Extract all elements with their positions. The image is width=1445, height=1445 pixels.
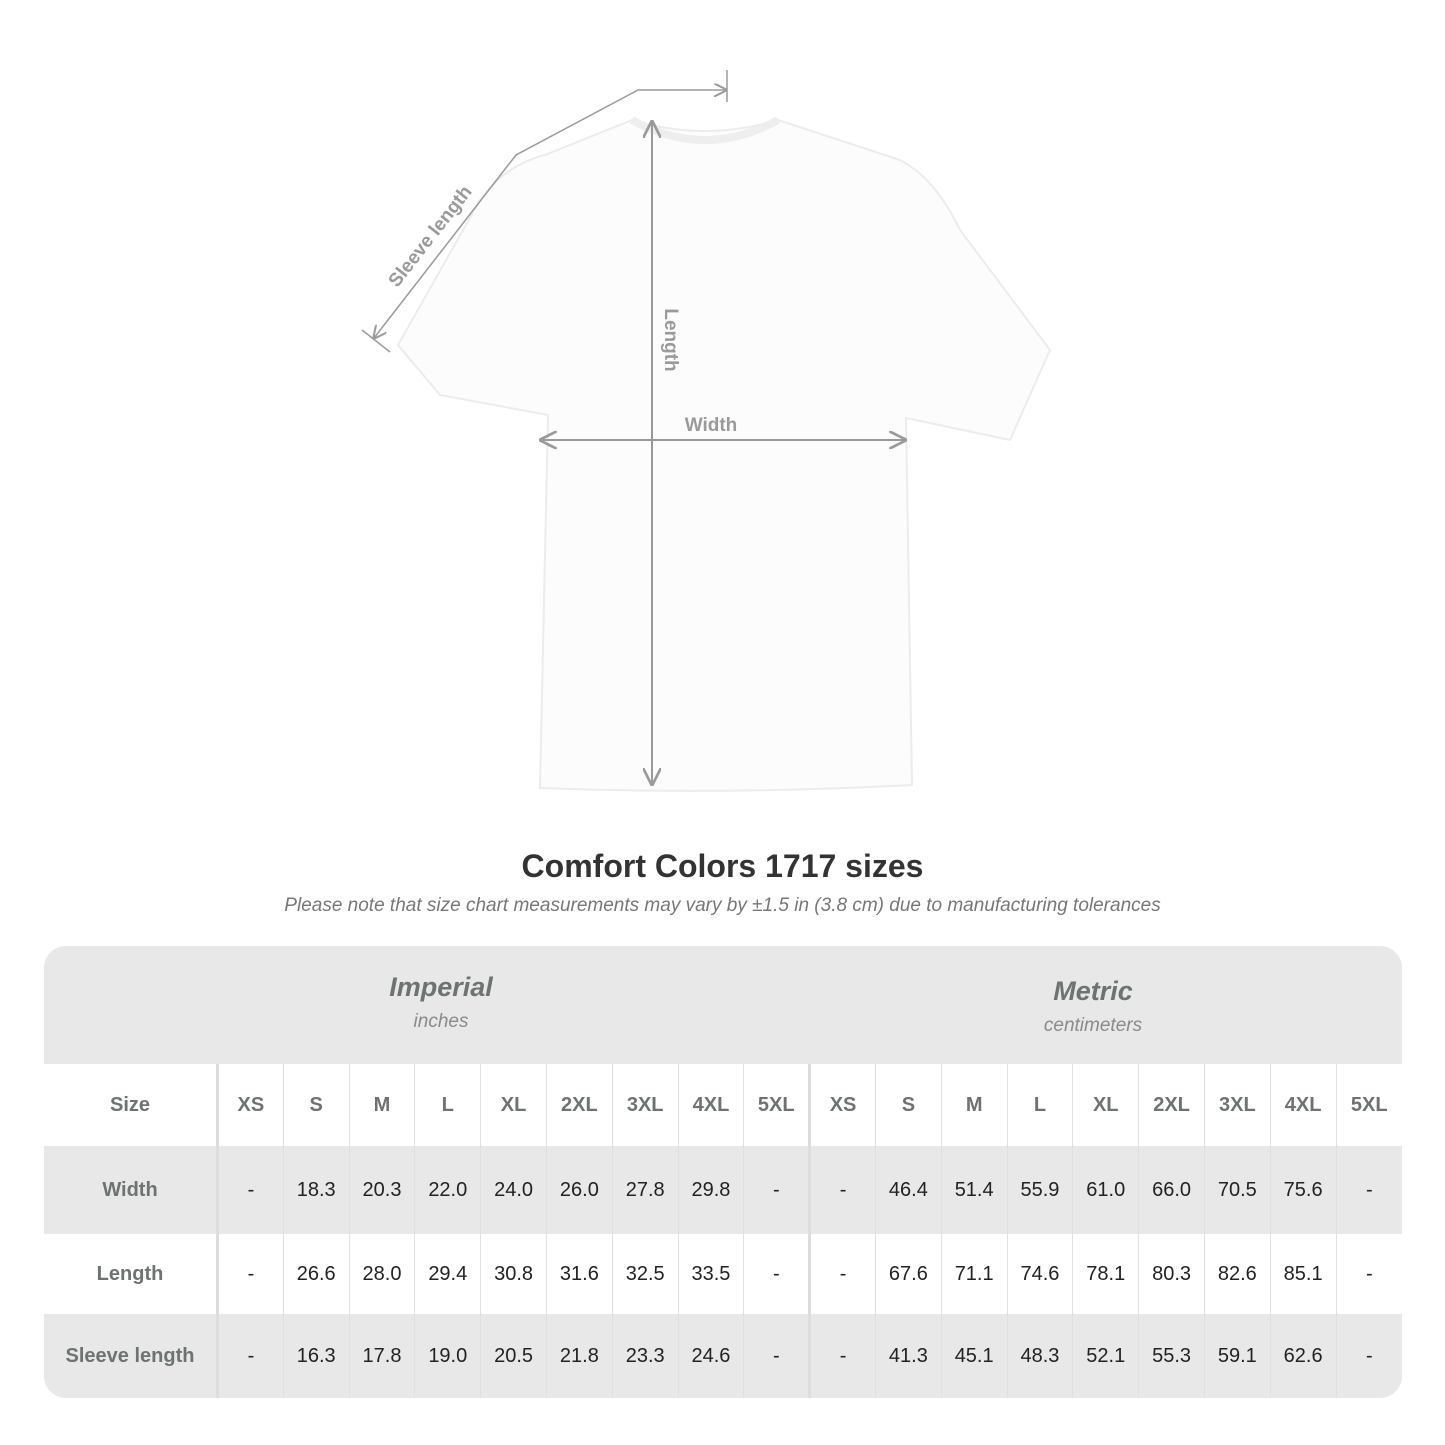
metric-value-cell: 78.1 [1072, 1234, 1139, 1314]
imperial-unit: inches [413, 1011, 469, 1032]
metric-value-cell: - [808, 1146, 876, 1234]
metric-value-cell: 80.3 [1138, 1234, 1205, 1314]
row-label: Length [44, 1234, 219, 1314]
imperial-value-cell: - [217, 1234, 284, 1314]
metric-value-cell: - [808, 1314, 876, 1398]
imperial-size-header: 3XL [611, 1064, 679, 1146]
imperial-value-cell: 29.4 [414, 1234, 481, 1314]
metric-value-cell: 70.5 [1203, 1146, 1271, 1234]
imperial-size-header: 5XL [743, 1064, 810, 1146]
table-row: Length -26.6 28.0 29.4 30.8 31.6 32.5 33.5- -67.… [44, 1234, 1402, 1314]
imperial-value-cell: 21.8 [545, 1314, 613, 1398]
imperial-value-cell: - [217, 1314, 284, 1398]
metric-value-cell: 55.9 [1006, 1146, 1073, 1234]
imperial-value-cell: - [743, 1314, 810, 1398]
metric-value-cell: 85.1 [1269, 1234, 1337, 1314]
row-label: Sleeve length [44, 1314, 219, 1398]
metric-value-cell: 82.6 [1203, 1234, 1271, 1314]
metric-size-header: S [874, 1064, 942, 1146]
imperial-value-cell: 26.6 [282, 1234, 350, 1314]
metric-value-cell: 46.4 [874, 1146, 942, 1234]
size-chart: Imperial inches Metric centimeters Size X… [44, 946, 1402, 1398]
imperial-value-cell: 17.8 [348, 1314, 415, 1398]
imperial-size-header: S [282, 1064, 350, 1146]
imperial-value-cell: 18.3 [282, 1146, 350, 1234]
metric-size-header: M [940, 1064, 1008, 1146]
measurement-systems-header: Imperial inches Metric centimeters [44, 946, 1402, 1064]
metric-unit: centimeters [1043, 1015, 1143, 1036]
imperial-value-cell: 22.0 [414, 1146, 481, 1234]
length-label: Length [660, 308, 681, 371]
imperial-header: Imperial inches [216, 972, 666, 1033]
row-label: Width [44, 1146, 219, 1234]
metric-value-cell: 51.4 [940, 1146, 1008, 1234]
imperial-size-header: L [414, 1064, 481, 1146]
imperial-title: Imperial [389, 972, 493, 1002]
imperial-value-cell: 31.6 [545, 1234, 613, 1314]
metric-value-cell: 48.3 [1006, 1314, 1073, 1398]
imperial-value-cell: 19.0 [414, 1314, 481, 1398]
metric-size-header: L [1006, 1064, 1073, 1146]
metric-value-cell: 55.3 [1138, 1314, 1205, 1398]
tshirt-diagram: Sleeve length Length Width [361, 70, 1052, 792]
metric-value-cell: 66.0 [1138, 1146, 1205, 1234]
imperial-size-header: M [348, 1064, 415, 1146]
metric-value-cell: 61.0 [1072, 1146, 1139, 1234]
size-label: Size [44, 1064, 219, 1146]
metric-value-cell: 62.6 [1269, 1314, 1337, 1398]
sleeve-measure-line [361, 70, 728, 353]
imperial-size-header: 2XL [545, 1064, 613, 1146]
metric-value-cell: 52.1 [1072, 1314, 1139, 1398]
imperial-value-cell: 30.8 [480, 1234, 547, 1314]
metric-value-cell: 45.1 [940, 1314, 1008, 1398]
metric-value-cell: 71.1 [940, 1234, 1008, 1314]
imperial-value-cell: 20.3 [348, 1146, 415, 1234]
tolerance-note: Please note that size chart measurements… [284, 895, 1161, 916]
imperial-value-cell: 29.8 [677, 1146, 744, 1234]
imperial-value-cell: 27.8 [611, 1146, 679, 1234]
metric-size-header: 4XL [1269, 1064, 1337, 1146]
imperial-value-cell: 20.5 [480, 1314, 547, 1398]
imperial-value-cell: 26.0 [545, 1146, 613, 1234]
imperial-value-cell: 32.5 [611, 1234, 679, 1314]
imperial-value-cell: 28.0 [348, 1234, 415, 1314]
size-header-row: Size XS S M L XL 2XL 3XL 4XL 5XL XS S M L XL 2XL 3XL 4XL 5… [44, 1064, 1402, 1146]
metric-value-cell: - [1335, 1234, 1402, 1314]
imperial-value-cell: 23.3 [611, 1314, 679, 1398]
metric-size-header: 2XL [1138, 1064, 1205, 1146]
metric-value-cell: 41.3 [874, 1314, 942, 1398]
imperial-value-cell: - [743, 1146, 810, 1234]
metric-size-header: XS [808, 1064, 876, 1146]
table-row: Sleeve length -16.3 17.8 19.0 20.5 21.8 23.3 24… [44, 1314, 1402, 1398]
imperial-value-cell: 24.0 [480, 1146, 547, 1234]
metric-value-cell: - [808, 1234, 876, 1314]
metric-size-header: 5XL [1335, 1064, 1402, 1146]
table-row: Width -18.3 20.3 22.0 24.0 26.0 27.8 29.8- -46.4… [44, 1146, 1402, 1234]
metric-value-cell: 59.1 [1203, 1314, 1271, 1398]
width-label: Width [685, 415, 738, 436]
imperial-size-header: XL [480, 1064, 547, 1146]
tshirt-shape [396, 118, 1052, 792]
metric-value-cell: - [1335, 1314, 1402, 1398]
metric-value-cell: 67.6 [874, 1234, 942, 1314]
metric-size-header: 3XL [1203, 1064, 1271, 1146]
metric-value-cell: - [1335, 1146, 1402, 1234]
metric-value-cell: 75.6 [1269, 1146, 1337, 1234]
metric-title: Metric [1053, 976, 1133, 1006]
metric-value-cell: 74.6 [1006, 1234, 1073, 1314]
metric-header: Metric centimeters [866, 976, 1320, 1037]
size-table: Size XS S M L XL 2XL 3XL 4XL 5XL XS S M L XL 2XL 3XL 4XL 5… [44, 1064, 1402, 1398]
imperial-value-cell: 33.5 [677, 1234, 744, 1314]
imperial-size-header: 4XL [677, 1064, 744, 1146]
imperial-value-cell: 16.3 [282, 1314, 350, 1398]
imperial-value-cell: - [743, 1234, 810, 1314]
metric-size-header: XL [1072, 1064, 1139, 1146]
chart-title: Comfort Colors 1717 sizes [521, 848, 924, 884]
imperial-value-cell: - [217, 1146, 284, 1234]
imperial-value-cell: 24.6 [677, 1314, 744, 1398]
imperial-size-header: XS [217, 1064, 284, 1146]
